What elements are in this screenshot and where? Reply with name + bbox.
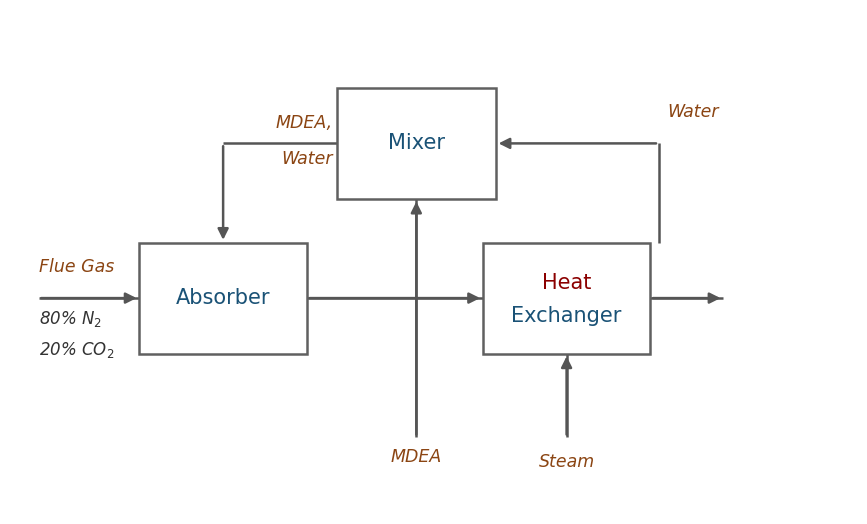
Text: Steam: Steam <box>538 453 595 471</box>
Text: MDEA,: MDEA, <box>276 114 333 132</box>
Text: Heat: Heat <box>542 272 591 292</box>
Text: Water: Water <box>281 150 333 168</box>
Text: 20% CO$_2$: 20% CO$_2$ <box>38 340 114 359</box>
Bar <box>140 243 307 354</box>
Bar <box>337 88 496 199</box>
Text: Mixer: Mixer <box>388 134 445 154</box>
Text: Absorber: Absorber <box>176 288 271 308</box>
Text: Exchanger: Exchanger <box>512 306 622 326</box>
Text: MDEA: MDEA <box>391 447 442 466</box>
Text: Water: Water <box>668 103 719 122</box>
Text: 80% N$_2$: 80% N$_2$ <box>38 309 101 329</box>
Bar <box>483 243 650 354</box>
Text: Flue Gas: Flue Gas <box>38 258 114 276</box>
